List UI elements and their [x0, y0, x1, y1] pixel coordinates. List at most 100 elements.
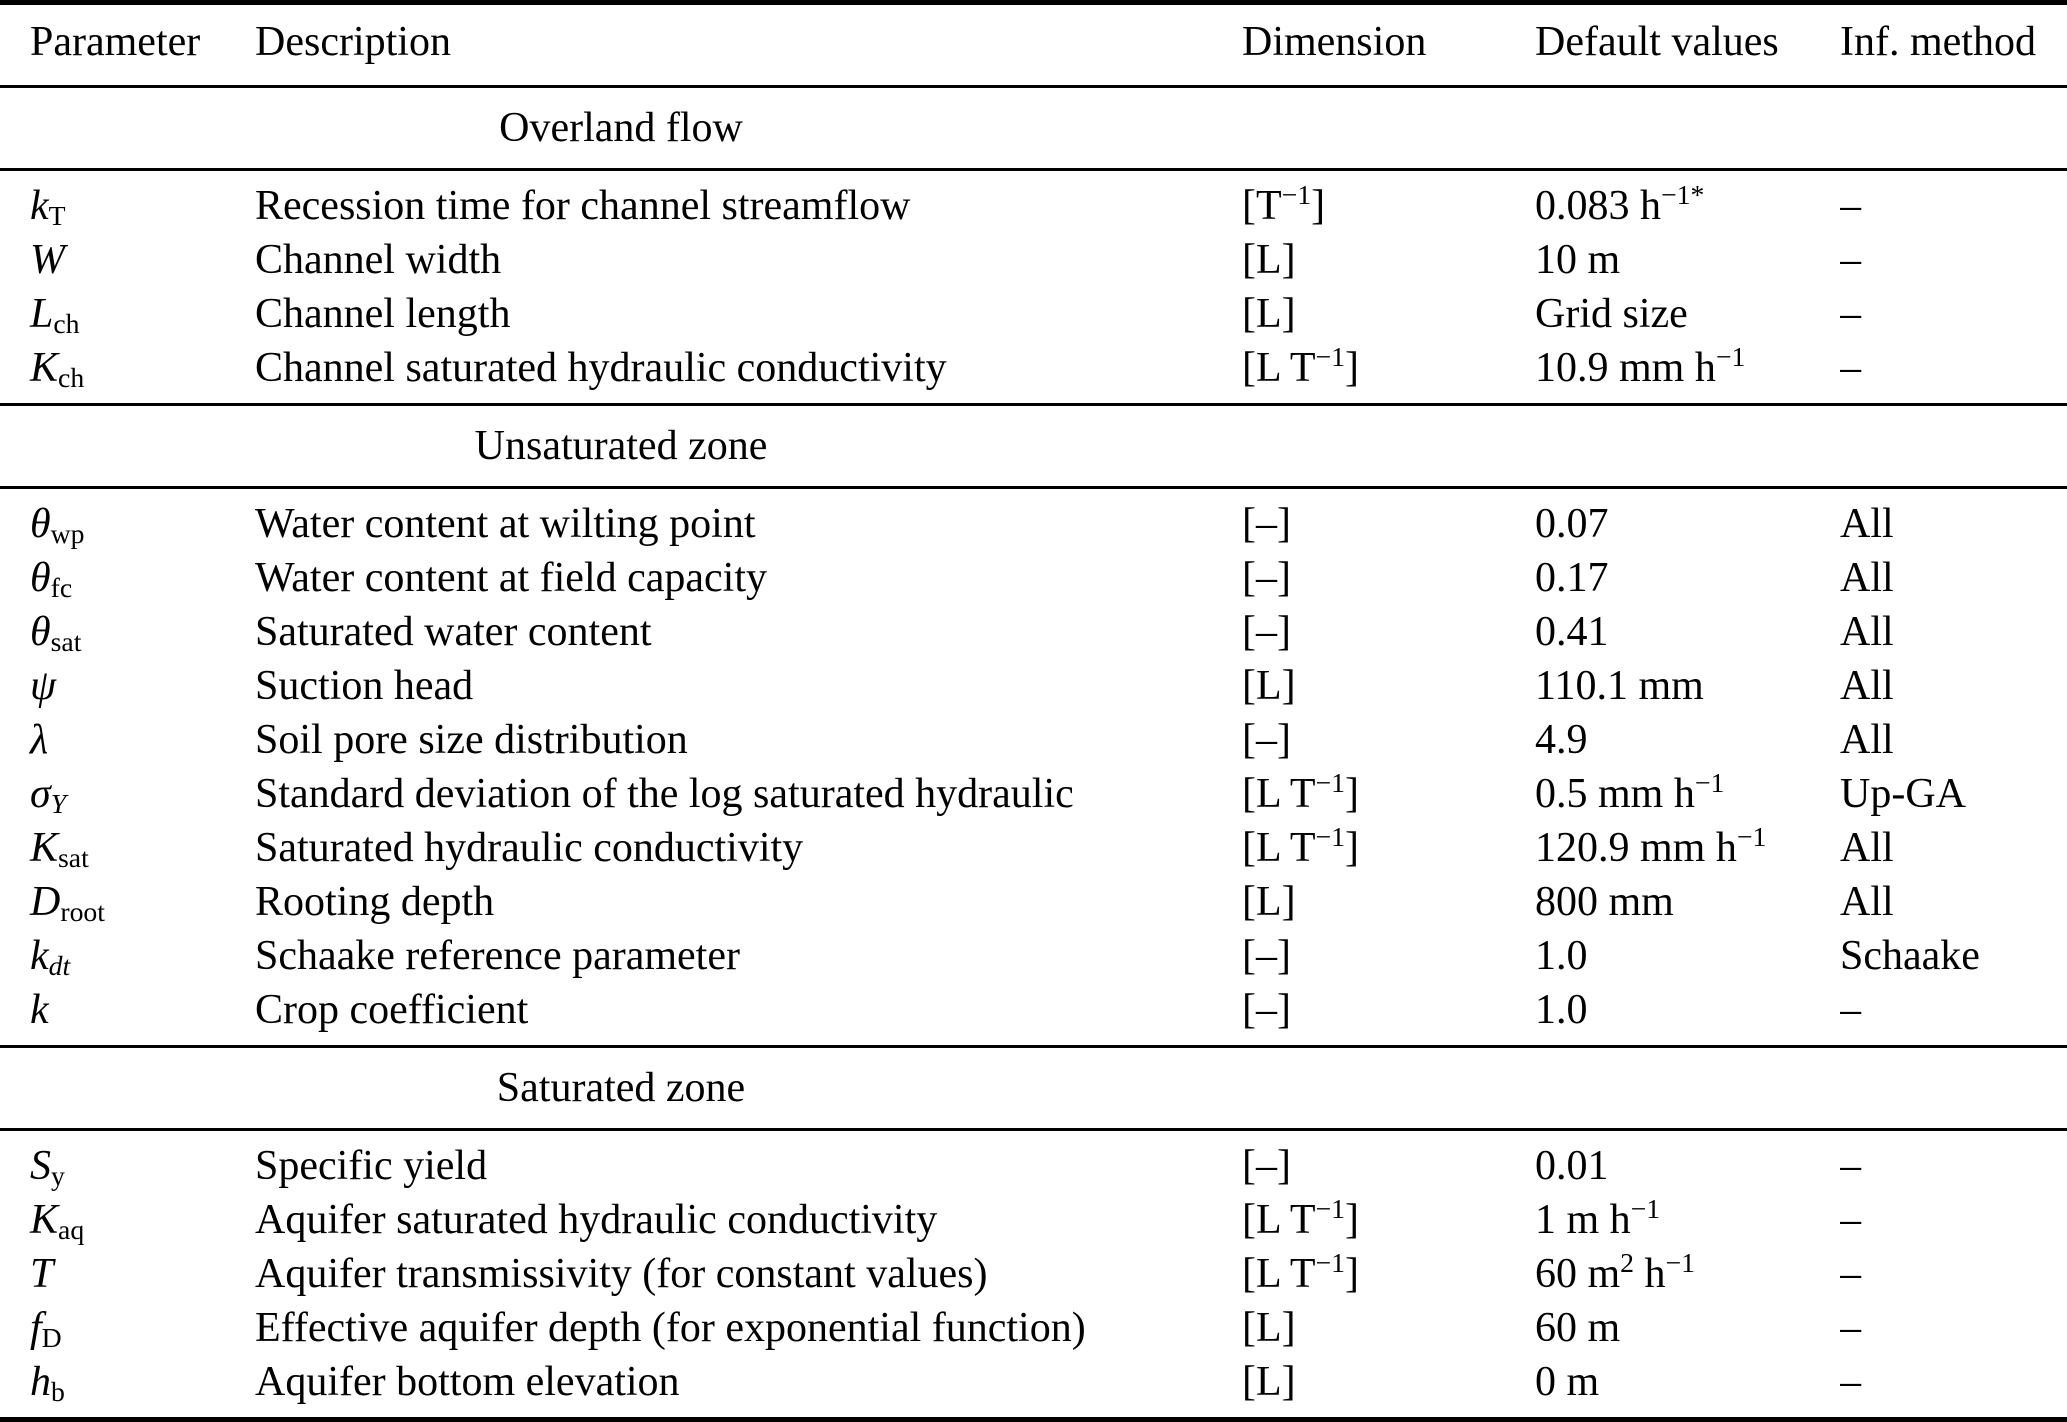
table-row: Lch Channel length [L] Grid size –: [0, 287, 2067, 341]
description-cell: Suction head: [255, 663, 474, 709]
description-cell: Soil pore size distribution: [255, 717, 688, 763]
table-row: Droot Rooting depth [L] 800 mm All: [0, 875, 2067, 929]
section-title-spacer: [1242, 403, 2067, 489]
default-value-cell: 60 m: [1535, 1305, 1621, 1351]
default-value-cell: 10.9 mm h−1: [1535, 341, 1746, 391]
default-value-cell: 10 m: [1535, 237, 1621, 283]
table-row: σY Standard deviation of the log saturate…: [0, 767, 2067, 821]
inf-method-cell: –: [1840, 1251, 1861, 1297]
parameter-cell: σY: [30, 771, 67, 820]
parameter-cell: Lch: [30, 291, 80, 340]
description-cell: Specific yield: [255, 1143, 488, 1189]
parameter-cell: ψ: [30, 663, 57, 709]
section-header-row: Saturated zone: [0, 1045, 2067, 1131]
parameter-cell: k: [30, 987, 49, 1033]
dimension-cell: [L T−1]: [1242, 1193, 1359, 1243]
section-title-spacer: [1242, 1045, 2067, 1131]
default-value-cell: 800 mm: [1535, 879, 1674, 925]
section-header-row: Overland flow: [0, 85, 2067, 171]
dimension-cell: [L T−1]: [1242, 341, 1359, 391]
default-value-cell: 0.07: [1535, 501, 1609, 547]
dimension-cell: [L]: [1242, 1359, 1296, 1405]
table-row: kdt Schaake reference parameter [–] 1.0 Scha…: [0, 929, 2067, 983]
parameter-cell: Sy: [30, 1143, 65, 1192]
inf-method-cell: Up-GA: [1840, 771, 1966, 817]
dimension-cell: [L]: [1242, 663, 1296, 709]
description-cell: Saturated hydraulic conductivity: [255, 825, 804, 871]
inf-method-cell: –: [1840, 987, 1861, 1033]
inf-method-cell: –: [1840, 1305, 1861, 1351]
description-cell: Saturated water content: [255, 609, 652, 655]
dimension-cell: [L T−1]: [1242, 1247, 1359, 1297]
dimension-cell: [–]: [1242, 609, 1291, 655]
parameter-cell: λ: [30, 717, 49, 763]
inf-method-cell: All: [1840, 501, 1894, 547]
section-title: Overland flow: [0, 85, 1242, 171]
parameter-cell: θwp: [30, 501, 85, 550]
table-row: hb Aquifer bottom elevation [L] 0 m –: [0, 1355, 2067, 1420]
dimension-cell: [–]: [1242, 1143, 1291, 1189]
description-cell: Schaake reference parameter: [255, 933, 740, 979]
description-cell: Aquifer bottom elevation: [255, 1359, 680, 1405]
default-value-cell: 1.0: [1535, 987, 1588, 1033]
description-cell: Water content at field capacity: [255, 555, 768, 601]
table-row: θsat Saturated water content [–] 0.41 All: [0, 605, 2067, 659]
table-row: Ksat Saturated hydraulic conductivity [L T…: [0, 821, 2067, 875]
col-header-dimension: Dimension: [1242, 2, 1535, 88]
inf-method-cell: All: [1840, 825, 1894, 871]
default-value-cell: 1.0: [1535, 933, 1588, 979]
default-value-cell: 1 m h−1: [1535, 1193, 1661, 1243]
col-header-inf-method: Inf. method: [1840, 2, 2067, 88]
default-value-cell: 110.1 mm: [1535, 663, 1704, 709]
parameter-cell: kT: [30, 183, 66, 232]
description-cell: Aquifer saturated hydraulic conductivity: [255, 1197, 938, 1243]
dimension-cell: [L]: [1242, 879, 1296, 925]
description-cell: Aquifer transmissivity (for constant val…: [255, 1251, 988, 1297]
parameter-cell: kdt: [30, 933, 71, 982]
description-cell: Channel saturated hydraulic conductivity: [255, 345, 947, 391]
parameter-cell: fD: [30, 1305, 62, 1354]
dimension-cell: [–]: [1242, 933, 1291, 979]
dimension-cell: [T−1]: [1242, 178, 1326, 229]
inf-method-cell: –: [1840, 1359, 1861, 1405]
dimension-cell: [L]: [1242, 291, 1296, 337]
table-row: Sy Specific yield [–] 0.01 –: [0, 1130, 2067, 1194]
dimension-cell: [–]: [1242, 717, 1291, 763]
parameter-cell: Kaq: [30, 1197, 85, 1246]
default-value-cell: 120.9 mm h−1: [1535, 821, 1767, 871]
table-row: λ Soil pore size distribution [–] 4.9 All: [0, 713, 2067, 767]
dimension-cell: [L T−1]: [1242, 821, 1359, 871]
inf-method-cell: All: [1840, 609, 1894, 655]
description-cell: Recession time for channel streamflow: [255, 183, 911, 229]
header-row: Parameter Description Dimension Default …: [0, 2, 2067, 88]
table-row: ψ Suction head [L] 110.1 mm All: [0, 659, 2067, 713]
description-cell: Crop coefficient: [255, 987, 529, 1033]
inf-method-cell: All: [1840, 879, 1894, 925]
default-value-cell: 0.41: [1535, 609, 1609, 655]
default-value-cell: Grid size: [1535, 291, 1688, 337]
inf-method-cell: –: [1840, 345, 1861, 391]
dimension-cell: [–]: [1242, 555, 1291, 601]
table-row: θfc Water content at field capacity [–] 0.1…: [0, 551, 2067, 605]
description-cell: Effective aquifer depth (for exponential…: [255, 1305, 1086, 1351]
table-row: k Crop coefficient [–] 1.0 –: [0, 983, 2067, 1047]
description-cell: Rooting depth: [255, 879, 495, 925]
section-title-spacer: [1242, 85, 2067, 171]
parameter-cell: W: [30, 237, 65, 283]
col-header-parameter: Parameter: [0, 2, 225, 88]
section-title: Unsaturated zone: [0, 403, 1242, 489]
description-cell: Channel length: [255, 291, 511, 337]
dimension-cell: [–]: [1242, 987, 1291, 1033]
table-row: Kch Channel saturated hydraulic conductiv…: [0, 341, 2067, 405]
table-row: fD Effective aquifer depth (for exponenti…: [0, 1301, 2067, 1355]
dimension-cell: [L]: [1242, 237, 1296, 283]
default-value-cell: 60 m2 h−1: [1535, 1247, 1696, 1297]
parameter-cell: Kch: [30, 345, 85, 394]
table-row: Kaq Aquifer saturated hydraulic conductiv…: [0, 1193, 2067, 1247]
parameter-cell: θsat: [30, 609, 82, 658]
inf-method-cell: All: [1840, 555, 1894, 601]
parameter-cell: T: [30, 1251, 54, 1297]
col-header-description: Description: [225, 2, 1242, 88]
inf-method-cell: –: [1840, 291, 1861, 337]
